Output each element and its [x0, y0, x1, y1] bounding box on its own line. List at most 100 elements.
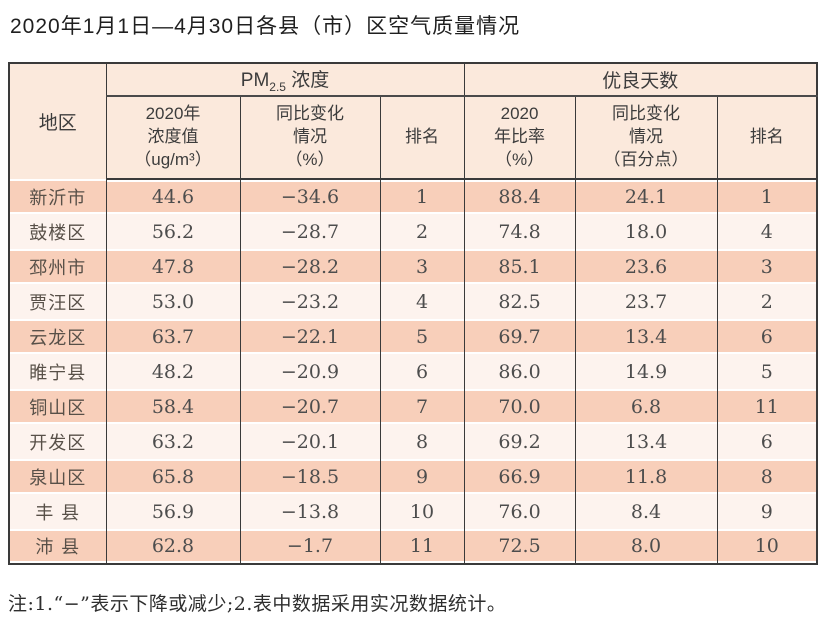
region-cell: 沛 县: [8, 529, 107, 564]
pm25-group-header: PM2.5 浓度: [105, 63, 465, 97]
pm-value-cell: 56.2: [105, 214, 241, 249]
days-rate-cell: 66.9: [463, 459, 576, 494]
table-row: 丰 县 56.9 −13.8 10 76.0 8.4 9: [8, 494, 818, 529]
pm-change-cell: −22.1: [239, 319, 381, 354]
days-rank-cell: 11: [716, 389, 818, 424]
pm-rank-cell: 10: [379, 494, 465, 529]
pm25-label-subscript: 2.5: [269, 79, 286, 94]
days-rate-cell: 76.0: [463, 494, 576, 529]
pm-change-cell: −28.2: [239, 249, 381, 284]
days-change-cell: 23.7: [574, 284, 718, 319]
pm-rank-cell: 9: [379, 459, 465, 494]
region-cell: 贾汪区: [8, 284, 107, 319]
pm-change-cell: −28.7: [239, 214, 381, 249]
days-change-cell: 11.8: [574, 459, 718, 494]
days-rank-cell: 6: [716, 319, 818, 354]
table-body: 新沂市 44.6 −34.6 1 88.4 24.1 1 鼓楼区 56.2 −28.7 2 74.8 1…: [8, 179, 818, 564]
pm-change-cell: −20.9: [239, 354, 381, 389]
days-rank-cell: 4: [716, 214, 818, 249]
table-row: 云龙区 63.7 −22.1 5 69.7 13.4 6: [8, 319, 818, 354]
pm25-label-suffix: 浓度: [285, 70, 330, 92]
pm-value-header: 2020年 浓度值 （ug/m³）: [105, 96, 241, 180]
days-rank-header: 排名: [716, 96, 818, 180]
days-change-cell: 8.4: [574, 494, 718, 529]
table-row: 邳州市 47.8 −28.2 3 85.1 23.6 3: [8, 249, 818, 284]
group-header-row: 地区 PM2.5 浓度 优良天数: [8, 63, 818, 179]
days-rank-cell: 2: [716, 284, 818, 319]
pm-value-cell: 63.2: [105, 424, 241, 459]
region-cell: 丰 县: [8, 494, 107, 529]
pm-change-cell: −20.7: [239, 389, 381, 424]
days-rank-cell: 3: [716, 249, 818, 284]
pm-value-cell: 47.8: [105, 249, 241, 284]
days-rate-header: 2020 年比率 （%）: [463, 96, 576, 180]
pm-value-cell: 44.6: [105, 179, 241, 214]
pm-change-cell: −1.7: [239, 529, 381, 564]
days-rate-cell: 69.2: [463, 424, 576, 459]
region-cell: 泉山区: [8, 459, 107, 494]
table-row: 泉山区 65.8 −18.5 9 66.9 11.8 8: [8, 459, 818, 494]
days-rank-cell: 5: [716, 354, 818, 389]
pm-rank-cell: 8: [379, 424, 465, 459]
days-rate-cell: 82.5: [463, 284, 576, 319]
pm-value-cell: 53.0: [105, 284, 241, 319]
days-change-cell: 8.0: [574, 529, 718, 564]
sub-header-row: 2020年 浓度值 （ug/m³） 同比变化 情况 （%） 排名 2020 年比…: [9, 96, 818, 180]
days-change-cell: 14.9: [574, 354, 718, 389]
pm-change-cell: −13.8: [239, 494, 381, 529]
region-cell: 开发区: [8, 424, 107, 459]
days-rate-cell: 69.7: [463, 319, 576, 354]
table-row: 沛 县 62.8 −1.7 11 72.5 8.0 10: [8, 529, 818, 564]
pm-rank-cell: 4: [379, 284, 465, 319]
table-row: 睢宁县 48.2 −20.9 6 86.0 14.9 5: [8, 354, 818, 389]
days-rate-cell: 70.0: [463, 389, 576, 424]
pm-value-cell: 58.4: [105, 389, 241, 424]
pm-value-cell: 62.8: [105, 529, 241, 564]
table-row: 贾汪区 53.0 −23.2 4 82.5 23.7 2: [8, 284, 818, 319]
pm-rank-cell: 6: [379, 354, 465, 389]
footnote: 注:1.“−”表示下降或减少;2.表中数据采用实况数据统计。: [8, 593, 507, 615]
days-change-cell: 13.4: [574, 424, 718, 459]
days-rate-cell: 85.1: [463, 249, 576, 284]
days-change-cell: 13.4: [574, 319, 718, 354]
days-rate-cell: 88.4: [463, 179, 576, 214]
region-cell: 云龙区: [8, 319, 107, 354]
region-cell: 新沂市: [8, 179, 107, 214]
days-change-header: 同比变化 情况 （百分点）: [574, 96, 718, 180]
table-row: 鼓楼区 56.2 −28.7 2 74.8 18.0 4: [8, 214, 818, 249]
pm-change-cell: −34.6: [239, 179, 381, 214]
pm-value-cell: 56.9: [105, 494, 241, 529]
days-rate-cell: 72.5: [463, 529, 576, 564]
pm-value-cell: 63.7: [105, 319, 241, 354]
pm-change-cell: −23.2: [239, 284, 381, 319]
days-rate-cell: 86.0: [463, 354, 576, 389]
good-days-group-header: 优良天数: [463, 63, 818, 97]
days-change-cell: 24.1: [574, 179, 718, 214]
pm-rank-cell: 2: [379, 214, 465, 249]
pm-rank-header: 排名: [379, 96, 465, 180]
days-rate-cell: 74.8: [463, 214, 576, 249]
region-column-header: 地区: [8, 63, 107, 179]
days-rank-cell: 9: [716, 494, 818, 529]
pm-value-cell: 48.2: [105, 354, 241, 389]
days-rank-cell: 6: [716, 424, 818, 459]
days-rank-cell: 10: [716, 529, 818, 564]
region-cell: 邳州市: [8, 249, 107, 284]
region-cell: 鼓楼区: [8, 214, 107, 249]
table-header: 地区 PM2.5 浓度 优良天数 2020年 浓度值 （ug/m³） 同比变化 …: [8, 63, 818, 180]
days-change-cell: 23.6: [574, 249, 718, 284]
pm-change-cell: −20.1: [239, 424, 381, 459]
pm25-label-prefix: PM: [240, 70, 270, 92]
pm-change-cell: −18.5: [239, 459, 381, 494]
days-change-cell: 6.8: [574, 389, 718, 424]
pm-rank-cell: 3: [379, 249, 465, 284]
region-cell: 睢宁县: [8, 354, 107, 389]
table-row: 铜山区 58.4 −20.7 7 70.0 6.8 11: [8, 389, 818, 424]
table-row: 新沂市 44.6 −34.6 1 88.4 24.1 1: [8, 179, 818, 214]
pm-rank-cell: 5: [379, 319, 465, 354]
pm-rank-cell: 7: [379, 389, 465, 424]
pm-change-header: 同比变化 情况 （%）: [239, 96, 381, 180]
days-rank-cell: 1: [716, 179, 818, 214]
pm-rank-cell: 1: [379, 179, 465, 214]
pm-rank-cell: 11: [379, 529, 465, 564]
